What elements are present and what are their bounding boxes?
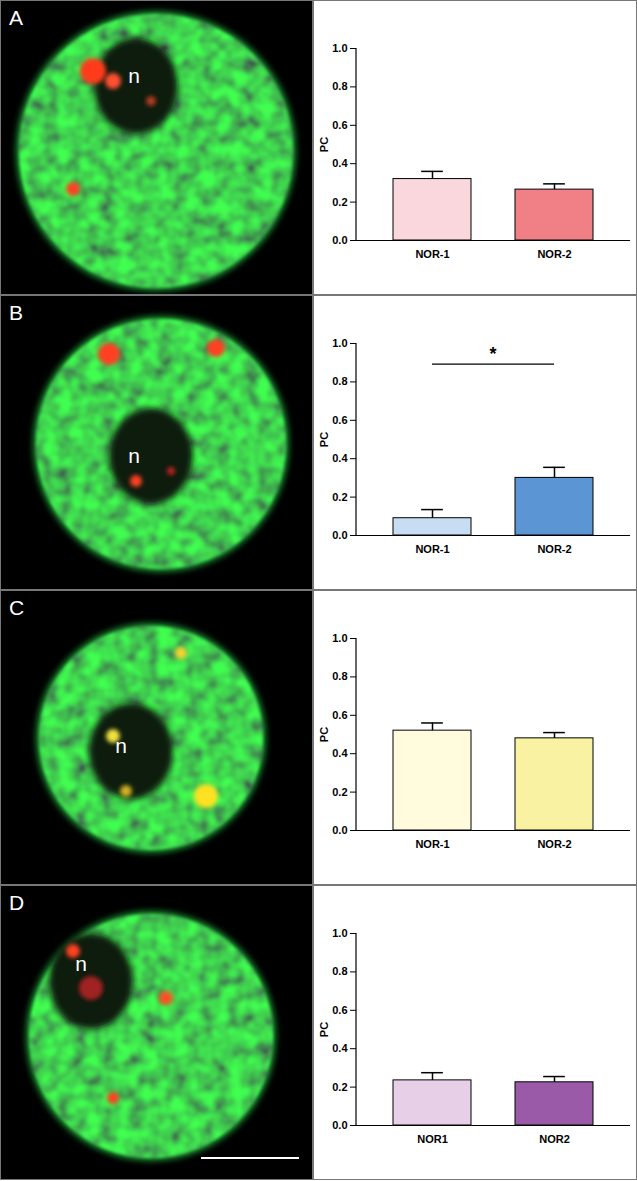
- svg-text:0.4: 0.4: [332, 452, 348, 464]
- svg-text:0.8: 0.8: [332, 375, 347, 387]
- svg-text:1.0: 1.0: [332, 927, 347, 939]
- svg-text:0.6: 0.6: [332, 1004, 347, 1016]
- svg-text:C: C: [9, 596, 24, 619]
- svg-text:0.8: 0.8: [332, 670, 347, 682]
- svg-text:0.2: 0.2: [332, 491, 347, 503]
- svg-text:PC: PC: [318, 137, 330, 152]
- svg-text:0.6: 0.6: [332, 119, 347, 131]
- svg-text:*: *: [489, 344, 496, 364]
- svg-text:D: D: [9, 891, 24, 914]
- svg-text:0.0: 0.0: [332, 824, 347, 836]
- svg-text:B: B: [9, 301, 23, 324]
- svg-text:NOR-2: NOR-2: [537, 248, 571, 260]
- svg-text:1.0: 1.0: [332, 632, 347, 644]
- svg-text:0.4: 0.4: [332, 1042, 348, 1054]
- svg-text:NOR-1: NOR-1: [415, 543, 449, 555]
- svg-text:n: n: [115, 734, 127, 757]
- svg-text:1.0: 1.0: [332, 42, 347, 54]
- svg-text:NOR-1: NOR-1: [415, 838, 449, 850]
- svg-text:0.8: 0.8: [332, 80, 347, 92]
- svg-text:0.2: 0.2: [332, 196, 347, 208]
- svg-text:PC: PC: [318, 727, 330, 742]
- svg-text:0.0: 0.0: [332, 529, 347, 541]
- svg-text:0.0: 0.0: [332, 1119, 347, 1131]
- svg-text:PC: PC: [318, 1022, 330, 1037]
- svg-text:0.6: 0.6: [332, 709, 347, 721]
- svg-text:NOR1: NOR1: [417, 1133, 448, 1145]
- svg-text:PC: PC: [318, 432, 330, 447]
- svg-text:0.0: 0.0: [332, 234, 347, 246]
- svg-text:A: A: [9, 6, 23, 29]
- svg-text:n: n: [75, 952, 87, 975]
- svg-text:n: n: [128, 64, 140, 87]
- svg-text:0.6: 0.6: [332, 414, 347, 426]
- svg-text:NOR-2: NOR-2: [537, 838, 571, 850]
- svg-text:0.4: 0.4: [332, 157, 348, 169]
- svg-text:NOR2: NOR2: [539, 1133, 570, 1145]
- svg-text:NOR-2: NOR-2: [537, 543, 571, 555]
- svg-text:0.4: 0.4: [332, 747, 348, 759]
- svg-text:0.2: 0.2: [332, 786, 347, 798]
- svg-text:n: n: [128, 444, 140, 467]
- svg-text:0.2: 0.2: [332, 1081, 347, 1093]
- svg-text:NOR-1: NOR-1: [415, 248, 449, 260]
- svg-text:1.0: 1.0: [332, 337, 347, 349]
- svg-text:0.8: 0.8: [332, 965, 347, 977]
